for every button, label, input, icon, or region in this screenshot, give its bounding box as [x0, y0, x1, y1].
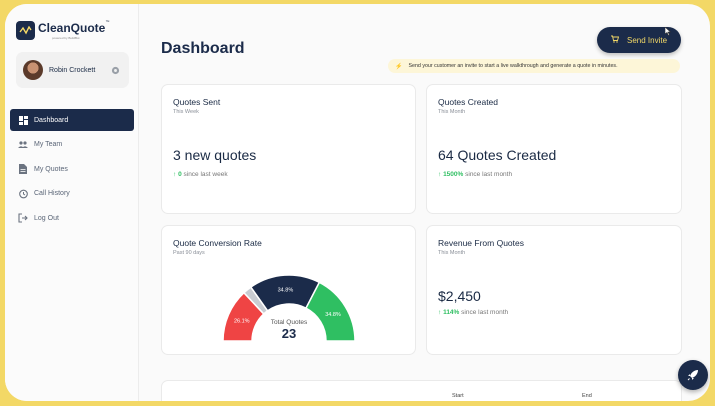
trend-text: since last month	[461, 309, 509, 316]
sidebar-item-label: My Team	[34, 141, 63, 148]
settings-gear-icon[interactable]	[111, 66, 120, 75]
brand-tm: ™	[105, 19, 110, 24]
card-period: Past 90 days	[173, 250, 205, 256]
sidebar-item-label: Dashboard	[34, 116, 69, 124]
arrow-up-icon: ↑	[438, 309, 442, 316]
profile-card[interactable]: Robin Crockett	[16, 52, 129, 88]
sidebar-item-label: My Quotes	[34, 165, 68, 173]
quotes-sent-card: Quotes Sent This Week 3 new quotes ↑ 0 s…	[161, 84, 416, 214]
card-title: Quotes Sent	[173, 97, 221, 107]
brand-tagline: powered by BuildBot	[52, 36, 80, 40]
column-header-start: Start	[452, 393, 464, 399]
send-invite-label: Send Invite	[626, 35, 668, 45]
avatar	[23, 60, 43, 80]
card-trend: ↑ 114% since last month	[438, 309, 508, 316]
document-icon	[18, 164, 28, 174]
card-period: This Month	[438, 250, 466, 256]
trend-value: 1500%	[443, 171, 464, 178]
card-value: 3 new quotes	[173, 147, 257, 163]
gauge-center-label: Total Quotes	[271, 319, 308, 326]
sidebar-item-label: Log Out	[34, 214, 59, 222]
team-icon	[18, 140, 28, 150]
sidebar: CleanQuote™ powered by BuildBot Robin Cr…	[5, 4, 139, 401]
invite-hint-text: Send your customer an invite to start a …	[408, 63, 618, 69]
card-value: 64 Quotes Created	[438, 147, 557, 163]
gauge-slice-label: 34.8%	[325, 312, 341, 318]
profile-name: Robin Crockett	[49, 66, 96, 74]
sidebar-item-call-history[interactable]: Call History	[10, 183, 134, 205]
trend-text: since last month	[465, 171, 513, 178]
logo-mark-icon	[16, 20, 35, 40]
bolt-icon: ⚡	[395, 63, 403, 70]
trend-text: since last week	[183, 171, 228, 178]
invite-hint-banner: ⚡ Send your customer an invite to start …	[388, 59, 680, 73]
sidebar-item-my-quotes[interactable]: My Quotes	[10, 158, 134, 180]
app-window: CleanQuote™ powered by BuildBot Robin Cr…	[5, 4, 710, 401]
launch-fab-button[interactable]	[678, 360, 708, 390]
card-trend: ↑ 0 since last week	[173, 171, 228, 178]
page-title: Dashboard	[161, 40, 245, 57]
history-icon	[18, 189, 28, 199]
sidebar-item-label: Call History	[34, 190, 70, 197]
dashboard-icon	[18, 115, 28, 125]
trend-value: 114%	[443, 309, 460, 316]
arrow-up-icon: ↑	[438, 171, 442, 178]
quotes-created-card: Quotes Created This Month 64 Quotes Crea…	[426, 84, 682, 214]
card-value: $2,450	[438, 288, 481, 304]
sidebar-nav: Dashboard My Team My Quotes Call History	[10, 109, 134, 232]
sidebar-item-log-out[interactable]: Log Out	[10, 207, 134, 229]
column-header-end: End	[582, 393, 592, 399]
arrow-up-icon: ↑	[173, 171, 177, 178]
card-period: This Month	[438, 109, 466, 115]
card-trend: ↑ 1500% since last month	[438, 171, 512, 178]
sidebar-item-dashboard[interactable]: Dashboard	[10, 109, 134, 131]
gauge-slice-label: 26.1%	[234, 318, 250, 324]
cart-icon	[610, 35, 620, 45]
conversion-rate-card: Quote Conversion Rate Past 90 days 26.1%…	[161, 225, 416, 355]
rocket-icon	[687, 370, 698, 381]
gauge-slice-label: 34.8%	[278, 288, 294, 294]
revenue-card: Revenue From Quotes This Month $2,450 ↑ …	[426, 225, 682, 355]
trend-value: 0	[178, 171, 182, 178]
card-title: Quote Conversion Rate	[173, 238, 262, 248]
mouse-cursor-icon	[664, 26, 672, 38]
quotes-table-card: Start End	[161, 380, 682, 401]
logout-icon	[18, 213, 28, 223]
gauge-center-value: 23	[282, 326, 296, 341]
card-title: Quotes Created	[438, 97, 499, 107]
logo[interactable]: CleanQuote™ powered by BuildBot	[16, 20, 109, 40]
sidebar-item-my-team[interactable]: My Team	[10, 134, 134, 156]
card-period: This Week	[173, 109, 199, 115]
card-title: Revenue From Quotes	[438, 238, 524, 248]
gauge-slice[interactable]	[304, 281, 356, 342]
brand-name: CleanQuote	[38, 21, 106, 35]
